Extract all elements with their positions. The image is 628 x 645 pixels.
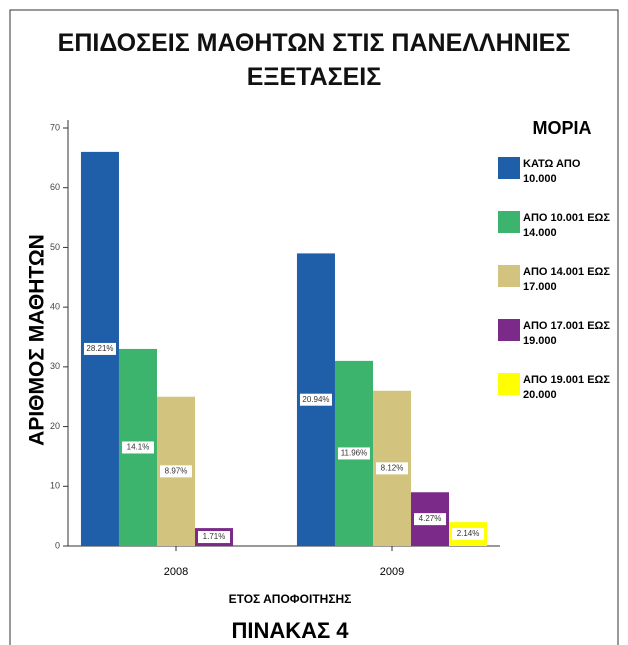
x-axis-label: ΕΤΟΣ ΑΠΟΦΟΙΤΗΣΗΣ [229, 592, 352, 606]
legend-swatch [498, 265, 520, 287]
legend-label: ΑΠΟ 19.001 ΕΩΣ 20.000 [523, 374, 610, 401]
legend-label: ΑΠΟ 14.001 ΕΩΣ 17.000 [523, 266, 610, 293]
percent-label: 8.97% [165, 466, 188, 475]
percent-label-box [414, 513, 447, 526]
percent-label-box [159, 465, 193, 478]
legend-item: ΑΠΟ 17.001 ΕΩΣ 19.000 [498, 319, 616, 349]
y-tick-label: 10 [50, 481, 60, 491]
percent-label: 14.1% [127, 443, 150, 452]
percent-label: 4.27% [419, 514, 442, 523]
chart-title: ΕΠΙΔΟΣΕΙΣ ΜΑΘΗΤΩΝ ΣΤΙΣ ΠΑΝΕΛΛΗΝΙΕΣ ΕΞΕΤΑ… [57, 29, 571, 91]
legend-item: ΑΠΟ 10.001 ΕΩΣ 14.000 [498, 211, 616, 241]
percent-label-box [452, 528, 485, 541]
y-tick-label: 40 [50, 302, 60, 312]
legend-title: ΜΟΡΙΑ [532, 118, 592, 138]
caption: ΠΙΝΑΚΑΣ 4 [231, 618, 349, 643]
percent-label: 28.21% [86, 344, 113, 353]
legend: ΜΟΡΙΑ ΚΑΤΩ ΑΠΟ 10.000 ΑΠΟ 10.001 ΕΩΣ 14.0… [498, 118, 616, 427]
legend-label: ΚΑΤΩ ΑΠΟ 10.000 [523, 158, 581, 185]
percent-label-box [337, 447, 370, 460]
legend-label: ΑΠΟ 10.001 ΕΩΣ 14.000 [523, 212, 610, 239]
percent-label: 2.14% [457, 529, 480, 538]
legend-item: ΑΠΟ 19.001 ΕΩΣ 20.000 [498, 373, 616, 403]
percent-label-box [299, 393, 332, 406]
x-tick-label: 2008 [164, 566, 188, 578]
percent-label-box [121, 441, 154, 454]
y-tick-label: 50 [50, 242, 60, 252]
y-tick-label: 0 [55, 540, 60, 550]
legend-label: ΑΠΟ 17.001 ΕΩΣ 19.000 [523, 320, 610, 347]
y-tick-label: 70 [50, 122, 60, 132]
legend-item: ΚΑΤΩ ΑΠΟ 10.000 [498, 157, 616, 187]
percent-label: 11.96% [341, 449, 368, 458]
percent-label: 1.71% [203, 532, 226, 541]
percent-label-box [83, 342, 116, 355]
frame [9, 9, 619, 645]
legend-swatch [498, 373, 520, 395]
legend-swatch [498, 211, 520, 233]
percent-label: 20.94% [302, 395, 329, 404]
y-tick-label: 60 [50, 182, 60, 192]
y-axis-label: ΑΡΙΘΜΟΣ ΜΑΘΗΤΩΝ [26, 234, 49, 446]
y-tick-label: 20 [50, 421, 60, 431]
x-tick-label: 2009 [380, 566, 404, 578]
percent-label: 8.12% [381, 463, 404, 472]
percent-label-box [198, 531, 231, 544]
y-tick-label: 30 [50, 361, 60, 371]
legend-item: ΑΠΟ 14.001 ΕΩΣ 17.000 [498, 265, 616, 295]
legend-swatch [498, 319, 520, 341]
legend-swatch [498, 157, 520, 179]
percent-label-box [375, 462, 409, 475]
